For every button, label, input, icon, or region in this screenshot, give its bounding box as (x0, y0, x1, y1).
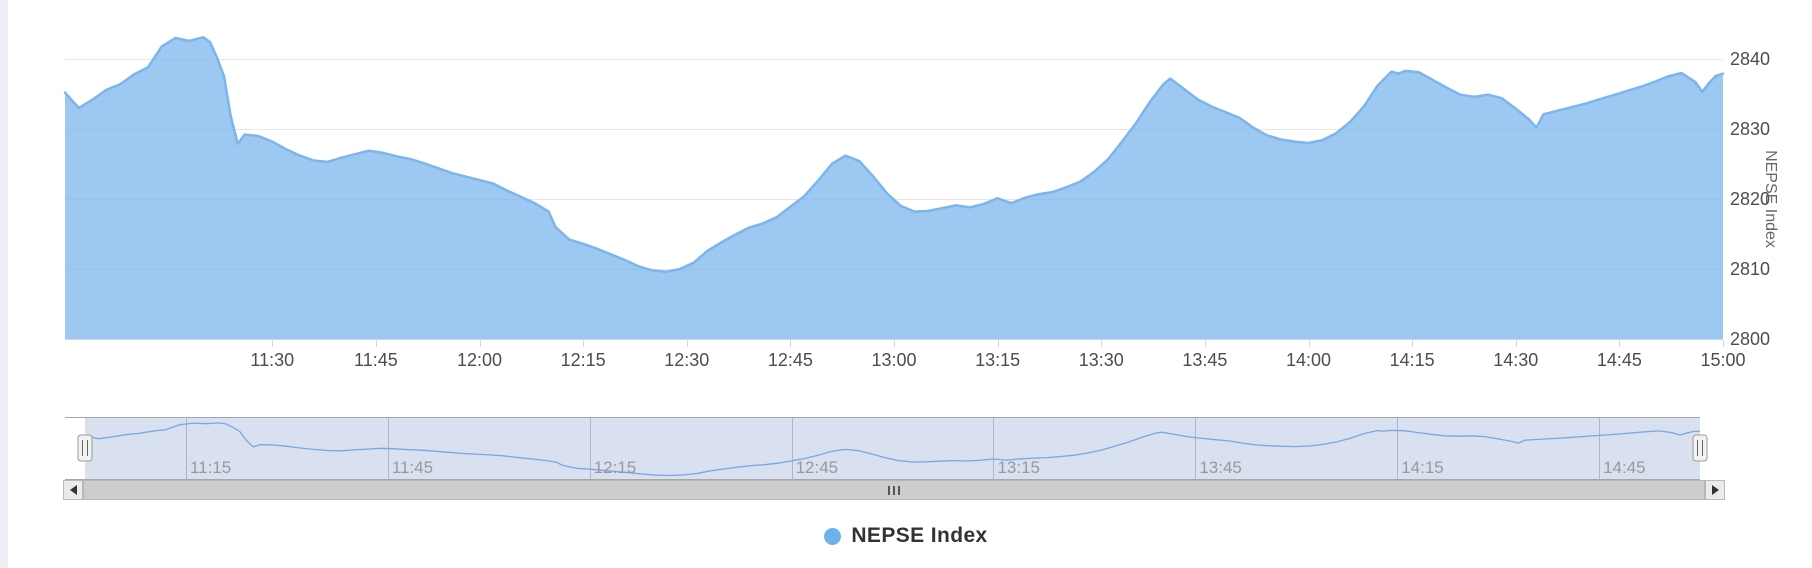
y-axis-tick-label: 2800 (1730, 329, 1770, 349)
navigator-tick-label: 11:15 (190, 458, 231, 477)
scroll-left-button[interactable] (63, 480, 83, 500)
y-axis-tick-label: 2810 (1730, 259, 1770, 279)
x-axis-tick-label: 15:00 (1700, 350, 1745, 370)
x-axis-tick-label: 13:15 (975, 350, 1020, 370)
series-line[interactable] (63, 36, 1725, 274)
right-arrow-icon (1711, 485, 1719, 495)
navigator-tick-label: 14:15 (1401, 458, 1444, 477)
navigator[interactable]: 11:15 11:45 12:15 12:45 13:15 13:45 14:15 14:45 (65, 417, 1708, 480)
navigator-right-handle[interactable] (1692, 434, 1708, 462)
x-axis-ticks (272, 340, 1724, 347)
x-axis-labels: 11:30 11:45 12:00 12:15 12:30 12:45 13:00 13:15… (250, 350, 1745, 370)
navigator-mask[interactable] (85, 417, 1700, 479)
navigator-tick-label: 11:45 (392, 458, 433, 477)
legend-marker-icon (824, 527, 842, 545)
x-axis-tick-label: 11:45 (354, 350, 398, 370)
navigator-series (84, 422, 1701, 477)
y-axis-tick-label: 2840 (1730, 49, 1770, 69)
navigator-tick-label: 14:45 (1603, 458, 1646, 477)
navigator-tick-label: 13:15 (997, 458, 1040, 477)
x-axis-tick-label: 14:15 (1390, 350, 1435, 370)
navigator-tick-label: 12:15 (594, 458, 637, 477)
x-axis-tick-label: 11:30 (250, 350, 294, 370)
scroll-right-button[interactable] (1705, 480, 1725, 500)
navigator-tick-label: 13:45 (1199, 458, 1242, 477)
x-axis-tick-label: 14:30 (1493, 350, 1538, 370)
scrollbar[interactable] (63, 480, 1725, 500)
legend-label: NEPSE Index (851, 524, 988, 547)
x-axis-tick-label: 13:00 (871, 350, 916, 370)
area-series[interactable] (63, 36, 1725, 340)
y-axis-labels: 2800 2810 2820 2830 2840 (1730, 49, 1770, 349)
x-axis-tick-label: 12:15 (561, 350, 606, 370)
left-arrow-icon (69, 485, 77, 495)
x-axis-tick-label: 12:30 (664, 350, 709, 370)
y-axis-tick-label: 2830 (1730, 119, 1770, 139)
area-fill[interactable] (65, 37, 1723, 340)
scrollbar-thumb[interactable] (83, 480, 1705, 500)
x-axis-tick-label: 12:00 (457, 350, 502, 370)
navigator-labels: 11:15 11:45 12:15 12:45 13:15 13:45 14:15 14:45 (190, 458, 1646, 477)
legend[interactable]: NEPSE Index (0, 520, 1812, 552)
y-axis-tick-label: 2820 (1730, 189, 1770, 209)
x-axis-tick-label: 13:30 (1079, 350, 1124, 370)
x-axis-tick-label: 13:45 (1182, 350, 1227, 370)
y-axis-title: NEPSE Index (1762, 150, 1779, 248)
price-chart[interactable]: 11:30 11:45 12:00 12:15 12:30 12:45 13:00 13:15… (0, 0, 1812, 480)
x-axis-tick-label: 14:00 (1286, 350, 1331, 370)
x-axis-tick-label: 14:45 (1597, 350, 1642, 370)
navigator-tick-label: 12:45 (796, 458, 839, 477)
x-axis-tick-label: 12:45 (768, 350, 813, 370)
navigator-left-handle[interactable] (77, 434, 93, 462)
navigator-line (84, 422, 1701, 477)
grip-icon (888, 485, 900, 495)
